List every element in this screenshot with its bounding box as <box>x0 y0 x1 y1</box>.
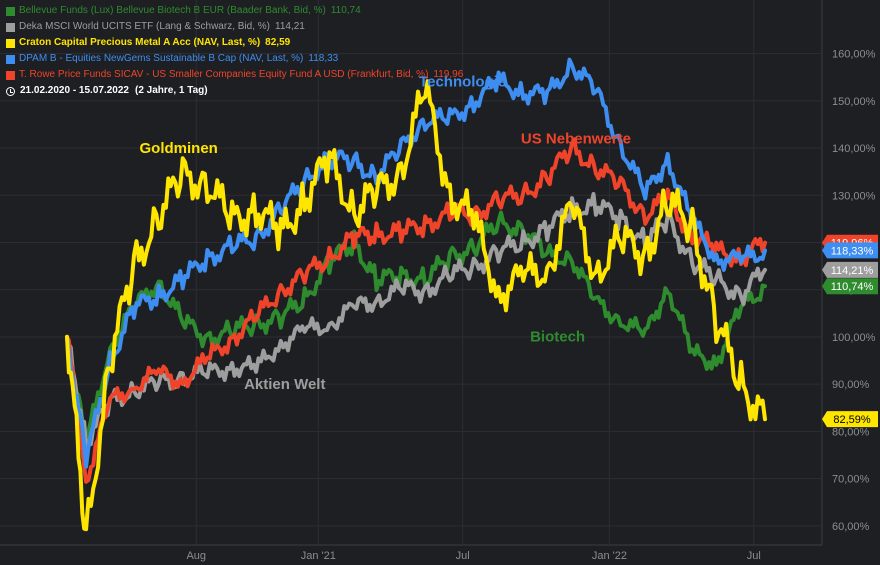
annotations: Goldminen Technologie US Nebenwerte Aktien … <box>140 74 631 393</box>
end-value-badge <box>822 261 878 278</box>
y-tick-label: 150,00% <box>832 96 876 108</box>
annotation-label: Aktien Welt <box>244 376 325 393</box>
x-tick-label: Jan '22 <box>592 550 627 562</box>
end-value-text: 118,33% <box>831 245 874 257</box>
legend-value: 118,33 <box>308 53 339 64</box>
x-tick-label: Jan '21 <box>301 550 336 562</box>
y-tick-label: 140,00% <box>832 143 876 155</box>
legend-value: 119,96 <box>433 69 464 80</box>
legend-value: 110,74 <box>330 5 361 16</box>
legend-item[interactable]: Bellevue Funds (Lux) Bellevue Biotech B … <box>6 3 463 19</box>
annotation-label: Biotech <box>530 329 585 346</box>
legend: Bellevue Funds (Lux) Bellevue Biotech B … <box>6 3 463 99</box>
end-value-label: 114,21% <box>822 261 878 278</box>
end-value-label: 82,59% <box>822 411 878 428</box>
legend-swatch <box>6 54 15 64</box>
legend-label: T. Rowe Price Funds SICAV - US Smaller C… <box>19 69 429 80</box>
series-lines <box>65 57 767 532</box>
x-axis: Aug Jan '21 Jul Jan '22 Jul <box>186 550 760 562</box>
date-range: 21.02.2020 - 15.07.2022 <box>20 85 129 96</box>
legend-item[interactable]: Deka MSCI World UCITS ETF (Lang & Schwar… <box>6 19 463 35</box>
y-tick-label: 90,00% <box>832 379 870 391</box>
date-range-row[interactable]: 21.02.2020 - 15.07.2022 (2 Jahre, 1 Tag) <box>6 83 463 99</box>
legend-item[interactable]: Craton Capital Precious Metal A Acc (NAV… <box>6 35 463 51</box>
x-tick-label: Jul <box>456 550 470 562</box>
legend-item[interactable]: T. Rowe Price Funds SICAV - US Smaller C… <box>6 67 463 83</box>
series-line-biotech <box>65 210 767 447</box>
end-value-text: 110,74% <box>831 281 874 293</box>
end-value-labels: 119,96%118,33%114,21%110,74%82,59% <box>822 234 878 428</box>
series-line-us-nebenwerte <box>65 137 767 484</box>
y-tick-label: 130,00% <box>832 190 876 202</box>
clock-icon <box>6 86 15 96</box>
series-line-goldminen <box>65 79 767 532</box>
legend-value: 114,21 <box>275 21 305 32</box>
end-value-text: 114,21% <box>831 265 874 277</box>
annotation-label: US Nebenwerte <box>521 130 631 147</box>
legend-label: DPAM B - Equities NewGems Sustainable B … <box>19 53 304 64</box>
legend-swatch <box>6 6 15 16</box>
y-tick-label: 70,00% <box>832 474 870 486</box>
annotation-label: Technologie <box>419 74 506 91</box>
legend-label: Deka MSCI World UCITS ETF (Lang & Schwar… <box>19 21 270 32</box>
legend-label: Craton Capital Precious Metal A Acc (NAV… <box>19 37 261 48</box>
period-label: (2 Jahre, 1 Tag) <box>134 85 208 96</box>
x-tick-label: Jul <box>747 550 761 562</box>
legend-swatch <box>6 38 15 48</box>
end-value-badge <box>822 411 878 428</box>
end-value-label: 110,74% <box>822 278 878 295</box>
y-tick-label: 80,00% <box>832 426 870 438</box>
legend-value: 82,59 <box>265 37 291 48</box>
legend-item[interactable]: DPAM B - Equities NewGems Sustainable B … <box>6 51 463 67</box>
end-value-badge <box>822 242 878 259</box>
y-tick-label: 160,00% <box>832 49 876 61</box>
end-value-text: 82,59% <box>833 414 871 426</box>
y-tick-label: 60,00% <box>832 521 870 533</box>
y-tick-label: 100,00% <box>832 332 876 344</box>
series-line-technologie <box>65 57 767 469</box>
legend-label: Bellevue Funds (Lux) Bellevue Biotech B … <box>19 5 326 16</box>
legend-swatch <box>6 70 15 80</box>
annotation-label: Goldminen <box>140 140 218 157</box>
x-tick-label: Aug <box>186 550 206 562</box>
legend-swatch <box>6 22 15 32</box>
end-value-label: 118,33% <box>822 242 878 259</box>
end-value-badge <box>822 278 878 295</box>
